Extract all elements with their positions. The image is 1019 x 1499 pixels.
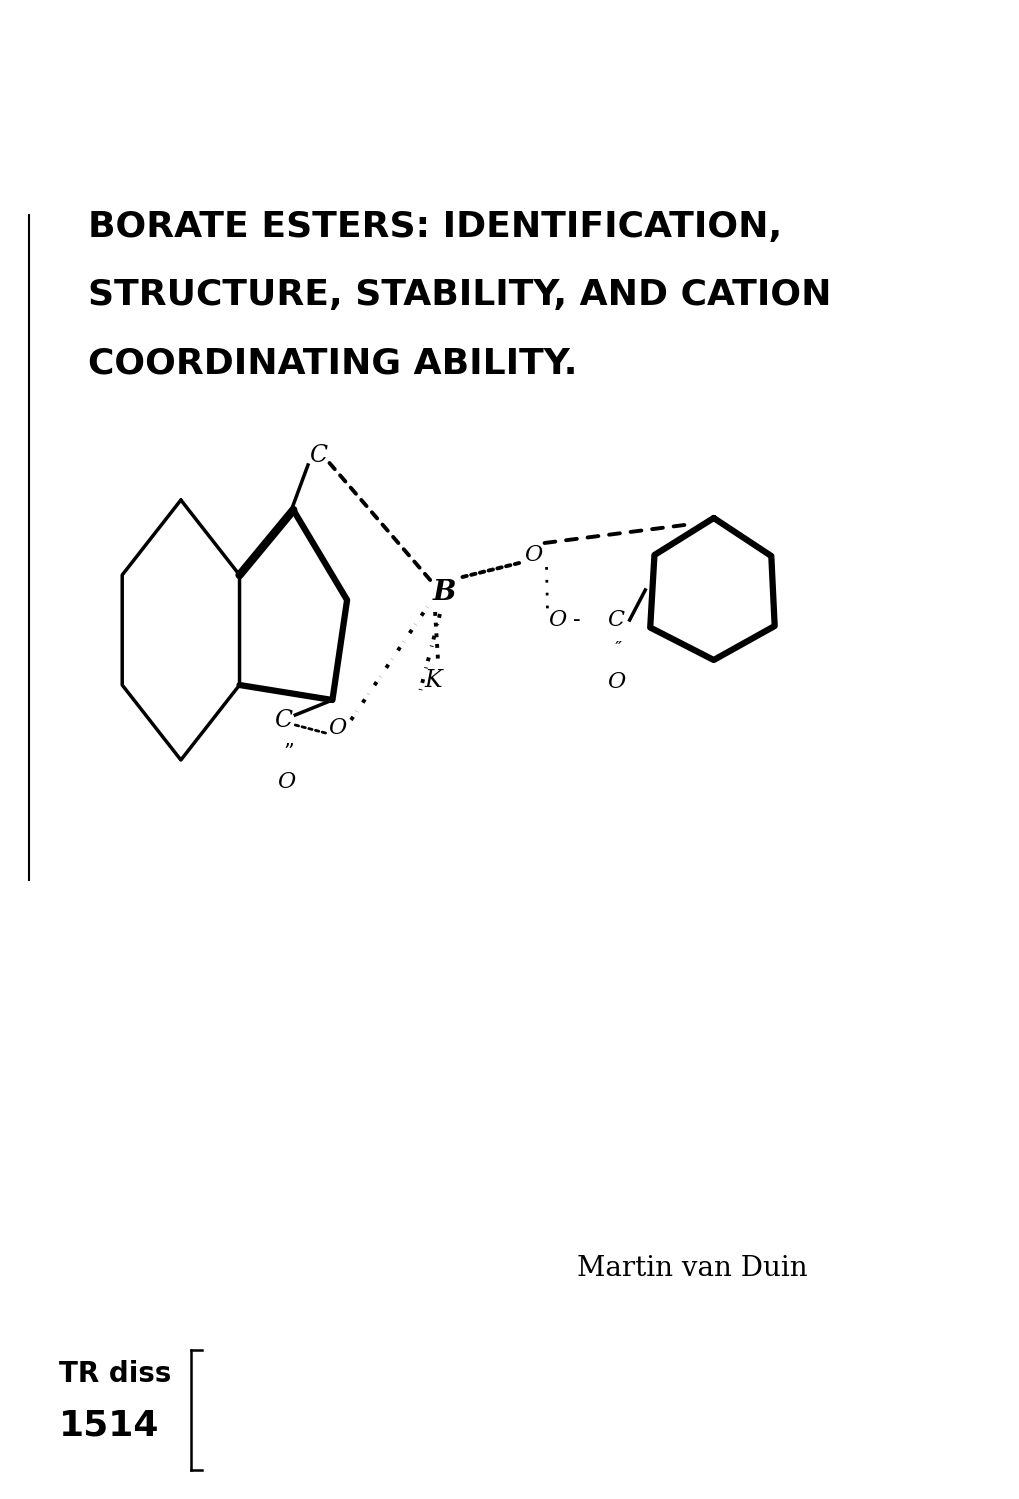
Text: O: O bbox=[523, 544, 541, 567]
Text: Martin van Duin: Martin van Duin bbox=[577, 1255, 807, 1282]
Text: C: C bbox=[607, 609, 624, 631]
Text: COORDINATING ABILITY.: COORDINATING ABILITY. bbox=[88, 346, 577, 381]
Text: STRUCTURE, STABILITY, AND CATION: STRUCTURE, STABILITY, AND CATION bbox=[88, 277, 830, 312]
Text: O: O bbox=[547, 609, 566, 631]
Text: TR diss: TR diss bbox=[59, 1360, 171, 1388]
Text: O: O bbox=[277, 770, 296, 793]
Text: O: O bbox=[328, 717, 346, 739]
Text: ″: ″ bbox=[613, 642, 621, 660]
Text: 1514: 1514 bbox=[59, 1408, 159, 1442]
Text: -: - bbox=[573, 609, 580, 631]
Text: C: C bbox=[274, 709, 292, 732]
Text: C: C bbox=[309, 444, 326, 466]
Text: BORATE ESTERS: IDENTIFICATION,: BORATE ESTERS: IDENTIFICATION, bbox=[88, 210, 782, 244]
Text: K: K bbox=[424, 669, 441, 691]
Text: O: O bbox=[606, 672, 625, 693]
Text: B: B bbox=[433, 579, 457, 606]
Text: ”: ” bbox=[282, 742, 293, 761]
